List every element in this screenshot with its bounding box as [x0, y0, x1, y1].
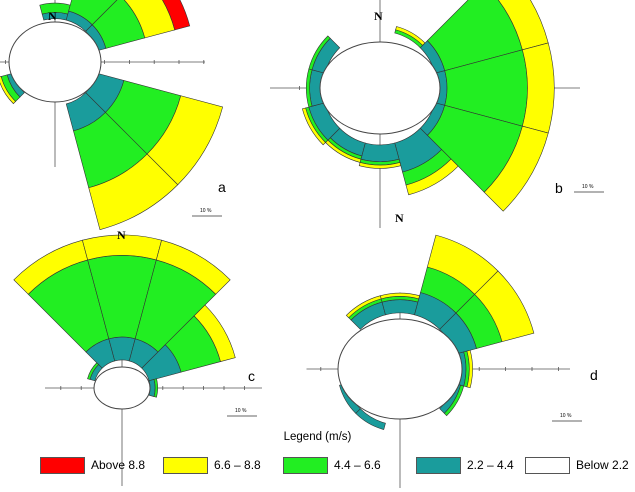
legend-label: 2.2 – 4.4: [467, 458, 514, 472]
petal-segment: [88, 153, 179, 231]
petals: [0, 0, 224, 231]
petal-segment: [474, 270, 535, 343]
panel-label: c: [248, 368, 255, 384]
calm-circle: [93, 366, 151, 410]
petal-segment: [153, 378, 158, 398]
legend-label: 4.4 – 6.6: [334, 458, 381, 472]
north-label: N: [117, 228, 126, 242]
legend: Above 8.8 6.6 – 8.8 4.4 – 6.6 2.2 – 4.4 …: [40, 456, 635, 476]
petal-segment: [395, 26, 426, 46]
petal-segment: [360, 142, 400, 162]
petals: [13, 234, 236, 398]
wind-rose-panel-c: Nc 10 %: [13, 228, 262, 486]
petal-segment: [466, 349, 473, 389]
legend-label: Below 2.2: [576, 458, 629, 472]
petal-segment: [142, 0, 191, 31]
scale-label: 10 %: [582, 184, 594, 190]
legend-swatch: [283, 457, 328, 474]
petal-segment: [381, 299, 419, 316]
legend-swatch: [163, 457, 208, 474]
legend-swatch: [416, 457, 461, 474]
legend-label: Above 8.8: [91, 458, 146, 472]
panel-label: a: [218, 179, 226, 195]
legend-title: Legend (m/s): [283, 431, 352, 443]
petal-segment: [308, 35, 331, 71]
petal-segment: [443, 384, 465, 417]
panel-label: d: [590, 367, 598, 383]
petal-segment: [0, 76, 16, 105]
north-label: N: [374, 9, 383, 23]
north-label: N: [395, 211, 404, 225]
petal-segment: [120, 0, 176, 39]
panel-label: b: [555, 180, 563, 196]
petal-segment: [87, 362, 99, 380]
calm-circle: [337, 318, 463, 420]
petal-segment: [483, 125, 549, 212]
legend-label: 6.6 – 8.8: [214, 458, 261, 472]
petals: [301, 0, 555, 212]
wind-rose-panel-d: Nd 10 %: [306, 211, 598, 488]
petal-segment: [68, 0, 122, 26]
wind-rose-panel-b: Nb 10 %: [270, 0, 604, 228]
legend-swatch: [525, 457, 570, 474]
scale-label: 10 %: [560, 413, 572, 419]
petal-segment: [405, 158, 459, 196]
wind-rose-panel-a: Na 10 %: [0, 0, 226, 231]
petal-segment: [155, 239, 231, 295]
calm-circle: [319, 41, 441, 135]
north-label: N: [48, 9, 57, 23]
scale-label: 10 %: [200, 208, 212, 214]
scale-label: 10 %: [235, 408, 247, 414]
petal-segment: [301, 107, 326, 146]
calm-circle: [8, 21, 102, 103]
petal-segment: [193, 304, 236, 362]
legend-swatch: [40, 457, 85, 474]
